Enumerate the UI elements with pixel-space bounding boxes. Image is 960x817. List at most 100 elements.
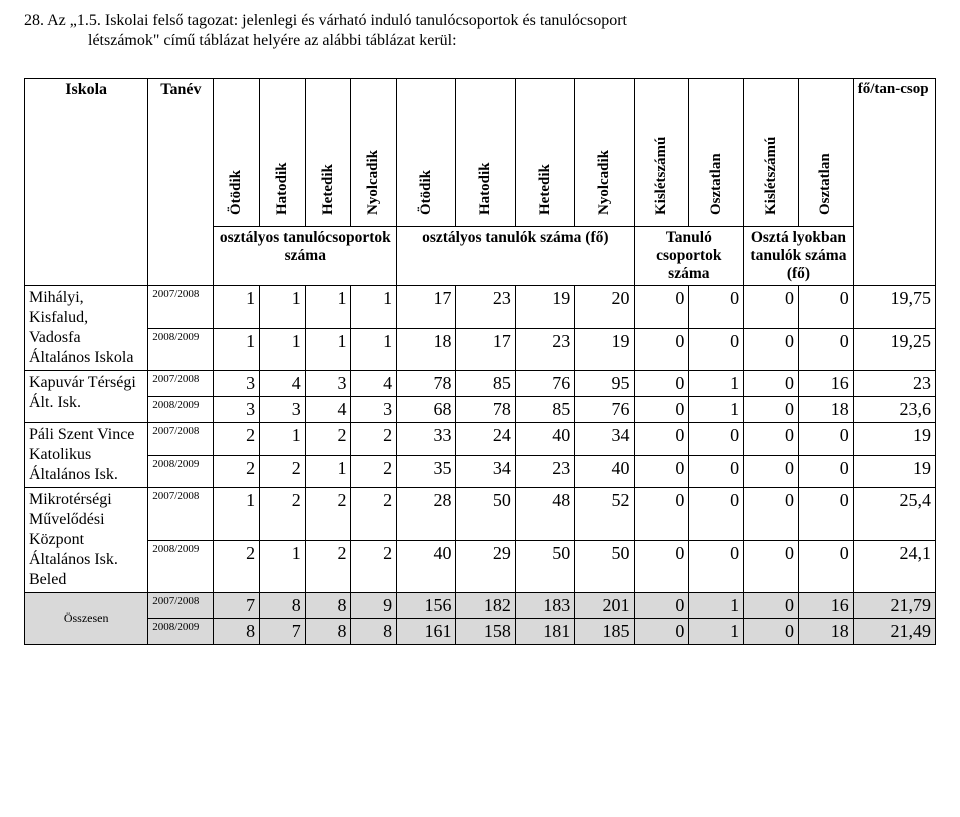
cell: 3 [214,397,260,423]
table-row: Mihályi, Kisfalud, Vadosfa Általános Isk… [25,286,936,329]
table-row: 2008/2009111118172319000019,25 [25,328,936,371]
vhdr-4: Ötödik [397,79,456,227]
cell: 8 [351,619,397,645]
cell: 3 [214,371,260,397]
cell: 50 [456,488,515,541]
cell: 48 [515,488,574,541]
cell: 50 [515,540,574,593]
year-cell: 2008/2009 [148,540,214,593]
cell: 85 [515,397,574,423]
cell: 1 [689,397,744,423]
cell: 2 [260,488,306,541]
data-table: Iskola Tanév Ötödik Hatodik Hetedik Nyol… [24,78,936,645]
cell: 0 [634,286,689,329]
cell: 0 [634,455,689,488]
cell: 8 [214,619,260,645]
cell: 2 [214,455,260,488]
cell: 0 [634,328,689,371]
cell: 0 [798,286,853,329]
vhdr-8: Kislétszámú [634,79,689,227]
intro-line-2: létszámok" című táblázat helyére az aláb… [88,32,936,50]
cell: 0 [798,540,853,593]
cell: 2 [214,540,260,593]
cell: 0 [689,328,744,371]
cell-ft: 25,4 [853,488,935,541]
group-hdr-4: Osztá lyokban tanulók száma (fő) [744,227,854,286]
year-cell: 2008/2009 [148,397,214,423]
cell: 2 [351,488,397,541]
totals-row: Összesen2007/200878891561821832010101621… [25,593,936,619]
group-hdr-2: osztályos tanulók száma (fő) [397,227,634,286]
cell: 2 [351,455,397,488]
cell: 2 [214,423,260,456]
cell: 7 [260,619,306,645]
cell: 1 [260,540,306,593]
cell: 0 [744,286,799,329]
cell: 0 [744,371,799,397]
cell: 0 [689,540,744,593]
cell: 2 [305,423,351,456]
cell: 1 [214,328,260,371]
cell: 185 [575,619,634,645]
col-header-iskola: Iskola [25,79,148,286]
cell: 0 [634,371,689,397]
cell: 0 [744,540,799,593]
cell: 0 [744,455,799,488]
cell: 4 [260,371,306,397]
school-name: Kapuvár Térségi Ált. Isk. [25,371,148,423]
cell: 0 [744,593,799,619]
cell: 0 [689,488,744,541]
year-cell: 2008/2009 [148,619,214,645]
group-hdr-3: Tanuló csoportok száma [634,227,744,286]
vhdr-11: Osztatlan [798,79,853,227]
totals-row: 2008/200987881611581811850101821,49 [25,619,936,645]
vhdr-5: Hatodik [456,79,515,227]
cell: 24 [456,423,515,456]
group-hdr-1: osztályos tanulócsoportok száma [214,227,397,286]
cell: 161 [397,619,456,645]
cell: 181 [515,619,574,645]
year-cell: 2008/2009 [148,328,214,371]
cell-ft: 21,49 [853,619,935,645]
cell: 33 [397,423,456,456]
table-row: Páli Szent Vince Katolikus Általános Isk… [25,423,936,456]
cell: 19 [575,328,634,371]
vhdr-0: Ötödik [214,79,260,227]
cell: 0 [634,540,689,593]
cell: 34 [456,455,515,488]
cell: 1 [305,328,351,371]
cell: 8 [260,593,306,619]
cell: 0 [744,328,799,371]
table-body: Mihályi, Kisfalud, Vadosfa Általános Isk… [25,286,936,645]
cell: 19 [515,286,574,329]
cell: 34 [575,423,634,456]
col-header-tanev: Tanév [148,79,214,286]
cell-ft: 23 [853,371,935,397]
cell: 3 [260,397,306,423]
cell: 1 [260,328,306,371]
cell: 8 [305,619,351,645]
cell: 2 [260,455,306,488]
year-cell: 2007/2008 [148,593,214,619]
cell: 2 [305,488,351,541]
cell: 17 [397,286,456,329]
cell: 85 [456,371,515,397]
vhdr-7: Nyolcadik [575,79,634,227]
cell: 68 [397,397,456,423]
cell: 50 [575,540,634,593]
cell: 40 [397,540,456,593]
cell: 3 [305,371,351,397]
table-row: Mikrotérségi Művelődési Központ Általáno… [25,488,936,541]
school-name: Mikrotérségi Művelődési Központ Általáno… [25,488,148,593]
cell: 28 [397,488,456,541]
cell: 8 [305,593,351,619]
cell: 0 [798,423,853,456]
cell: 0 [689,286,744,329]
cell: 0 [689,455,744,488]
cell: 1 [260,423,306,456]
year-cell: 2007/2008 [148,488,214,541]
cell: 0 [744,423,799,456]
cell: 18 [798,619,853,645]
cell: 1 [351,286,397,329]
cell: 2 [351,540,397,593]
